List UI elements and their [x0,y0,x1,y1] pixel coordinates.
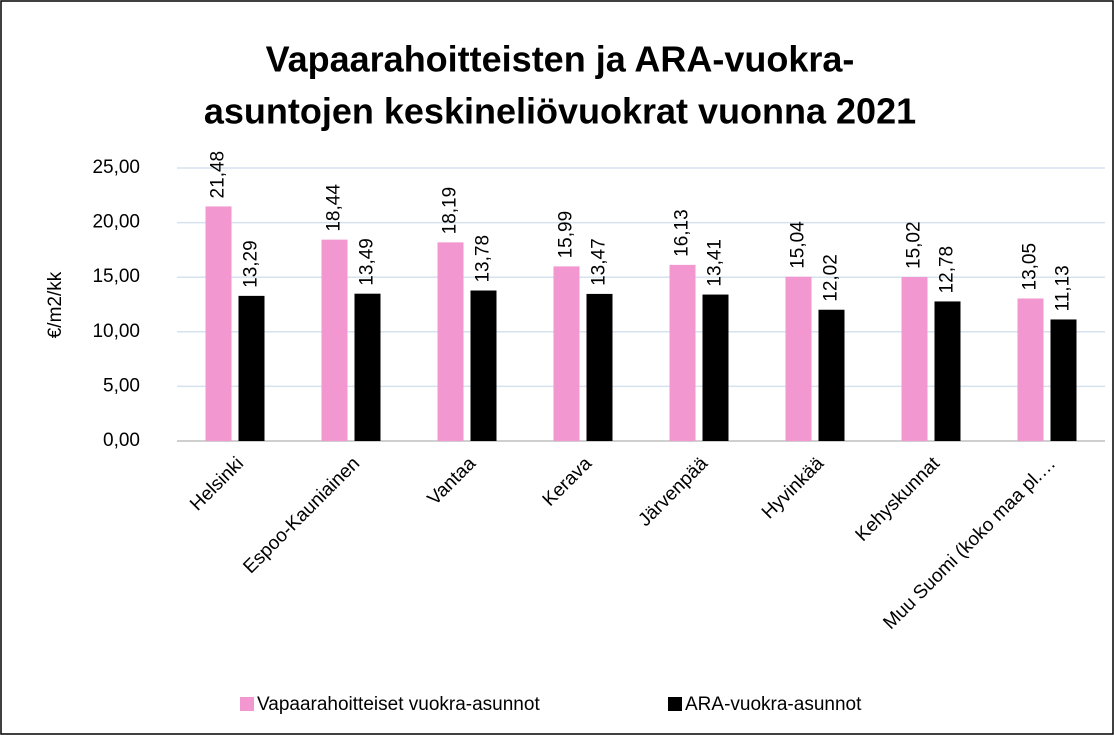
data-label: 15,02 [904,221,925,269]
data-label: 13,05 [1020,243,1041,291]
y-tick-label: 25,00 [92,157,140,178]
data-label: 13,47 [589,238,610,286]
bar [354,293,381,441]
data-label: 18,19 [440,187,461,235]
bar [901,276,928,441]
data-label: 13,41 [705,239,726,287]
chart-title: Vapaarahoitteisten ja ARA-vuokra- [266,39,855,80]
bar [1050,319,1077,441]
bar [818,309,845,441]
y-tick-label: 15,00 [92,266,140,287]
chart-title: asuntojen keskineliövuokrat vuonna 2021 [204,91,916,132]
bar [1017,298,1044,441]
data-label: 21,48 [208,151,229,199]
data-label: 18,44 [324,184,345,232]
data-label: 12,02 [821,254,842,302]
bar [238,295,265,441]
legend-label: ARA-vuokra-asunnot [685,694,862,715]
legend-swatch [668,697,682,711]
y-axis-label: €/m2/kk [45,271,66,338]
data-label: 16,13 [672,209,693,257]
bar [205,206,232,441]
data-label: 15,99 [556,211,577,259]
y-tick-label: 20,00 [92,212,140,233]
data-label: 13,78 [473,235,494,283]
y-tick-label: 10,00 [92,321,140,342]
bar [669,264,696,441]
data-label: 12,78 [937,246,958,294]
data-label: 15,04 [788,221,809,269]
data-label: 13,49 [357,238,378,286]
y-tick-label: 0,00 [103,430,140,451]
bar [586,293,613,441]
bar [785,276,812,441]
bar [470,290,497,441]
legend-label: Vapaarahoitteiset vuokra-asunnot [257,694,540,715]
bar [437,242,464,441]
data-label: 13,29 [241,240,262,288]
y-tick-label: 5,00 [103,375,140,396]
bar [702,294,729,441]
bar [934,301,961,441]
bar [553,266,580,441]
bar [321,239,348,441]
legend-swatch [240,697,254,711]
data-label: 11,13 [1053,265,1074,311]
